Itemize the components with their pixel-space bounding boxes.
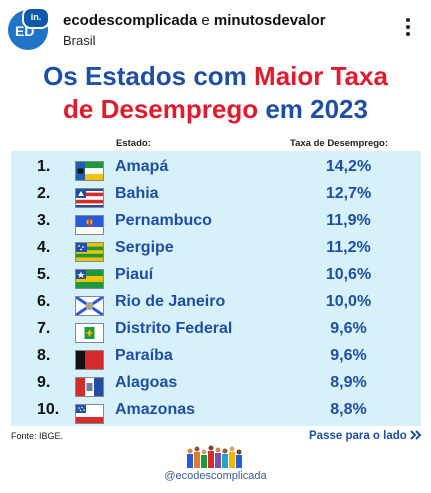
authors-conjunction: e bbox=[201, 12, 210, 29]
state-name: Alagoas bbox=[115, 374, 178, 391]
table-row: 8. Paraíba 9,6% bbox=[11, 344, 421, 371]
table-row: 10. Amazonas 8,8% bbox=[11, 398, 421, 425]
rank-number: 5. bbox=[37, 266, 51, 283]
rank-number: 9. bbox=[37, 374, 51, 391]
rank-number: 3. bbox=[37, 212, 51, 229]
unemployment-rate: 8,8% bbox=[330, 401, 367, 418]
infographic-title: Os Estados com Maior Taxa de Desemprego … bbox=[43, 61, 388, 124]
post-header: ED in. ecodescomplicada e minutosdevalor… bbox=[0, 0, 431, 56]
state-name: Amazonas bbox=[115, 401, 196, 418]
distrito-federal-flag-icon bbox=[75, 323, 104, 343]
state-name: Paraíba bbox=[115, 347, 173, 364]
vertical-ellipsis-icon[interactable] bbox=[398, 14, 418, 40]
column-header-rate: Taxa de Desemprego: bbox=[290, 138, 389, 149]
rank-number: 8. bbox=[37, 347, 51, 364]
unemployment-rate: 9,6% bbox=[330, 320, 367, 337]
alagoas-flag-icon bbox=[75, 377, 104, 397]
unemployment-rate: 11,9% bbox=[326, 212, 371, 229]
state-name: Sergipe bbox=[115, 239, 174, 256]
state-name: Amapá bbox=[115, 158, 169, 175]
rank-number: 1. bbox=[37, 158, 51, 175]
table-row: 7. Distrito Federal 9,6% bbox=[11, 317, 421, 344]
unemployment-rate: 8,9% bbox=[330, 374, 367, 391]
pernambuco-flag-icon bbox=[75, 215, 104, 235]
collaborator-name-link[interactable]: minutosdevalor bbox=[213, 12, 326, 29]
swipe-label: Passe para o lado bbox=[309, 430, 407, 442]
unemployment-rate: 9,6% bbox=[330, 347, 367, 364]
double-chevron-right-icon bbox=[410, 430, 422, 440]
post-authors: ecodescomplicada e minutosdevalor bbox=[63, 12, 326, 29]
state-name: Pernambuco bbox=[115, 212, 212, 229]
state-name: Bahia bbox=[115, 185, 159, 202]
crowd-illustration bbox=[187, 444, 245, 468]
bahia-flag-icon bbox=[75, 188, 104, 208]
state-name: Distrito Federal bbox=[115, 320, 233, 337]
location-link[interactable]: Brasil bbox=[63, 33, 96, 48]
unemployment-rate: 10,0% bbox=[325, 293, 372, 310]
account-avatar[interactable]: ED in. bbox=[8, 7, 50, 50]
source-note: Fonte: IBGE. bbox=[11, 431, 64, 441]
table-row: 2. Bahia 12,7% bbox=[11, 182, 421, 209]
ranking-table: 1. Amapá 14,2% 2. Bahia 12,7% 3. Pernamb… bbox=[11, 151, 421, 426]
amazonas-flag-icon bbox=[75, 404, 104, 424]
table-row: 1. Amapá 14,2% bbox=[11, 155, 421, 182]
unemployment-rate: 11,2% bbox=[326, 239, 371, 256]
paraiba-flag-icon bbox=[75, 350, 104, 370]
collaborator-avatar-badge: in. bbox=[22, 7, 50, 29]
table-row: 9. Alagoas 8,9% bbox=[11, 371, 421, 398]
rank-number: 4. bbox=[37, 239, 51, 256]
amapa-flag-icon bbox=[75, 161, 104, 181]
rank-number: 7. bbox=[37, 320, 51, 337]
state-name: Piauí bbox=[115, 266, 154, 283]
rank-number: 2. bbox=[37, 185, 51, 202]
piaui-flag-icon bbox=[75, 269, 104, 289]
unemployment-rate: 12,7% bbox=[325, 185, 372, 202]
unemployment-rate: 10,6% bbox=[325, 266, 372, 283]
sergipe-flag-icon bbox=[75, 242, 104, 262]
rio-de-janeiro-flag-icon bbox=[75, 296, 104, 316]
table-row: 5. Piauí 10,6% bbox=[11, 263, 421, 290]
account-handle: @ecodescomplicada bbox=[164, 470, 267, 482]
rank-number: 6. bbox=[37, 293, 51, 310]
unemployment-rate: 14,2% bbox=[325, 158, 372, 175]
table-row: 6. Rio de Janeiro 10,0% bbox=[11, 290, 421, 317]
rank-number: 10. bbox=[37, 401, 60, 418]
account-name-link[interactable]: ecodescomplicada bbox=[63, 12, 198, 29]
column-header-state: Estado: bbox=[116, 138, 151, 149]
swipe-next-button[interactable]: Passe para o lado bbox=[309, 430, 422, 442]
state-name: Rio de Janeiro bbox=[115, 293, 226, 310]
table-row: 4. Sergipe 11,2% bbox=[11, 236, 421, 263]
table-row: 3. Pernambuco 11,9% bbox=[11, 209, 421, 236]
